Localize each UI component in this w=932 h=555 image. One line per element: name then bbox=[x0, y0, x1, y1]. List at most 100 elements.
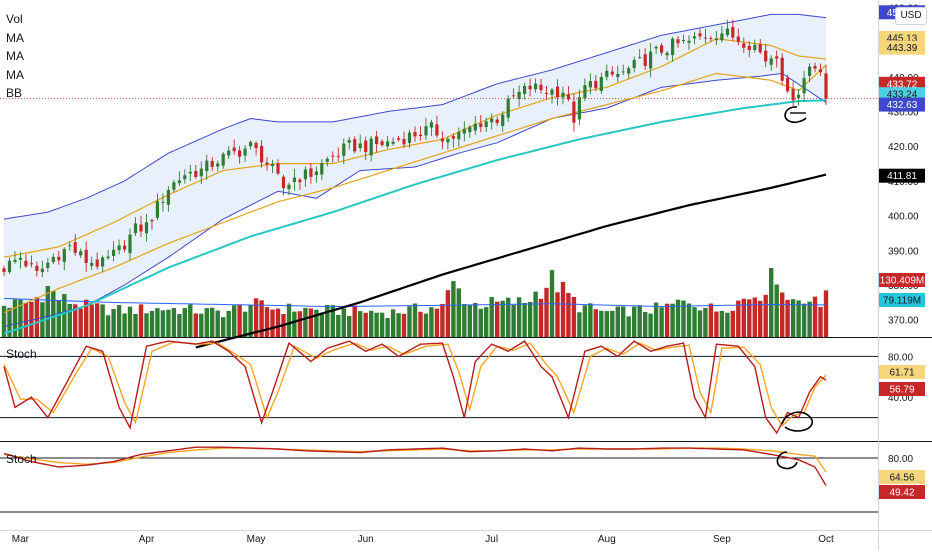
candle-body bbox=[402, 139, 406, 145]
candle-body bbox=[391, 141, 395, 144]
volume-bar bbox=[418, 311, 423, 337]
candle-body bbox=[397, 138, 401, 140]
candle-body bbox=[544, 92, 549, 94]
volume-bar bbox=[199, 313, 204, 337]
candle-body bbox=[320, 163, 324, 175]
volume-bar bbox=[12, 299, 18, 337]
volume-bar bbox=[434, 308, 440, 337]
candle-body bbox=[117, 245, 121, 251]
volume-bar bbox=[396, 313, 401, 337]
candle-body bbox=[720, 33, 724, 41]
volume-bar bbox=[401, 313, 407, 337]
price-tick-label: 430.00 bbox=[888, 108, 919, 119]
candle-body bbox=[249, 141, 253, 147]
volume-bar bbox=[495, 301, 500, 337]
currency-selector[interactable]: USD bbox=[895, 7, 927, 25]
volume-bar bbox=[352, 305, 357, 337]
volume-bar bbox=[336, 314, 341, 337]
volume-bar bbox=[221, 317, 226, 337]
volume-bar bbox=[390, 309, 396, 337]
candle-body bbox=[577, 97, 581, 120]
candle-body bbox=[413, 131, 417, 137]
candle-body bbox=[753, 45, 757, 50]
candle-body bbox=[703, 37, 707, 39]
volume-bar bbox=[166, 309, 171, 337]
candle-body bbox=[161, 201, 165, 203]
candle-body bbox=[714, 38, 718, 41]
candle-body bbox=[440, 138, 444, 142]
stoch1-k-line bbox=[3, 340, 827, 435]
candle-body bbox=[588, 81, 592, 88]
volume-bar bbox=[215, 310, 220, 337]
candle-body bbox=[150, 220, 154, 222]
volume-bar bbox=[599, 310, 604, 337]
candle-body bbox=[243, 148, 247, 156]
candle-body bbox=[665, 52, 669, 56]
candle-body bbox=[709, 38, 713, 39]
volume-bar bbox=[555, 292, 560, 337]
volume-bar bbox=[133, 313, 138, 337]
volume-bar bbox=[116, 305, 122, 337]
volume-bar bbox=[237, 304, 242, 337]
price-badge: 432.63 bbox=[887, 100, 918, 111]
candle-body bbox=[101, 257, 105, 267]
candle-body bbox=[380, 141, 384, 146]
candle-body bbox=[742, 43, 746, 48]
volume-bar bbox=[780, 292, 785, 337]
candle-body bbox=[583, 85, 587, 99]
volume-bar bbox=[593, 309, 598, 337]
candle-body bbox=[57, 256, 61, 261]
candle-body bbox=[375, 136, 379, 145]
candle-body bbox=[610, 71, 614, 75]
candle-body bbox=[232, 147, 236, 152]
candle-body bbox=[270, 163, 275, 167]
candle-body bbox=[632, 60, 636, 68]
volume-bar bbox=[796, 300, 801, 337]
candle-body bbox=[671, 38, 675, 56]
candle-body bbox=[484, 121, 488, 127]
stoch1-badge: 56.79 bbox=[889, 385, 914, 396]
volume-bar bbox=[681, 300, 686, 337]
volume-bar bbox=[369, 310, 374, 337]
volume-bar bbox=[527, 301, 533, 337]
legend-item-bb[interactable]: BB bbox=[6, 86, 23, 100]
candle-body bbox=[29, 263, 33, 265]
volume-bar bbox=[506, 297, 511, 337]
candle-body bbox=[681, 40, 686, 42]
stoch-pane-2-label[interactable]: Stoch bbox=[6, 452, 37, 466]
candle-body bbox=[512, 95, 516, 97]
candle-body bbox=[429, 122, 433, 128]
legend-item-vol[interactable]: Vol bbox=[6, 12, 23, 26]
candle-body bbox=[495, 119, 499, 123]
volume-bar bbox=[769, 268, 774, 337]
legend-item-ma-3[interactable]: MA bbox=[6, 67, 24, 82]
volume-bar bbox=[51, 291, 56, 337]
volume-bar bbox=[297, 311, 303, 337]
volume-bar bbox=[632, 306, 637, 337]
volume-bar bbox=[111, 309, 116, 337]
candle-body bbox=[660, 45, 664, 53]
volume-bar bbox=[275, 308, 281, 337]
volume-bar bbox=[478, 308, 483, 337]
legend-item-ma-2[interactable]: MA bbox=[6, 49, 24, 63]
candle-body bbox=[18, 257, 22, 260]
candle-body bbox=[51, 256, 55, 262]
volume-bar bbox=[522, 303, 527, 337]
candle-body bbox=[133, 223, 138, 234]
volume-bar bbox=[34, 297, 40, 337]
stoch2-badge-bg bbox=[879, 485, 925, 499]
volume-bar bbox=[100, 304, 105, 337]
stoch-pane-1-label[interactable]: Stoch bbox=[6, 347, 37, 361]
volume-bar bbox=[105, 315, 111, 337]
bollinger-band-fill bbox=[4, 14, 826, 327]
candle-body bbox=[643, 54, 647, 66]
candle-body bbox=[24, 260, 28, 267]
legend-item-ma-1[interactable]: MA bbox=[6, 30, 24, 45]
volume-bar bbox=[544, 287, 549, 337]
candle-body bbox=[769, 58, 773, 65]
candle-body bbox=[177, 180, 181, 184]
candle-body bbox=[528, 85, 532, 90]
volume-bar bbox=[78, 308, 83, 337]
candle-body bbox=[260, 145, 264, 163]
